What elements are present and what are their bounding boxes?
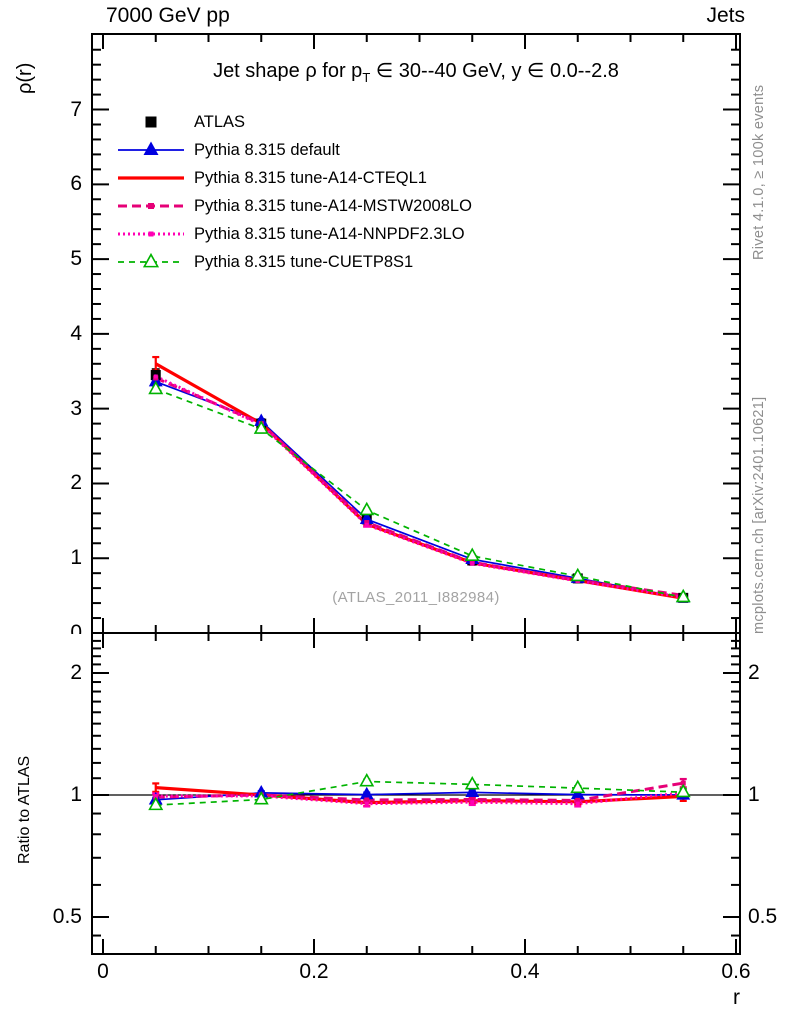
series-pythia-default-main-line (155, 380, 684, 599)
legend-marker-tune-a14-mstw2008lo-icon (118, 203, 184, 209)
ratio-tick-label-right: 1 (748, 783, 760, 806)
main-panel-lines (155, 362, 684, 600)
legend-marker-pythia-default-icon (118, 141, 184, 156)
axis-ticks (92, 34, 740, 954)
y-axis-tick-label-main: 6 (70, 172, 82, 196)
y-axis-tick-label-main: 5 (70, 247, 82, 271)
legend-marker-tune-cuetp8s1-icon (118, 252, 184, 268)
legend-item-atlas: ATLAS (116, 108, 472, 136)
plot-title-subscript: T (362, 70, 371, 85)
series-tune-cuetp8s1-main-line (155, 388, 684, 599)
y-axis-tick-label-main: 7 (70, 97, 82, 121)
x-axis-tick-label: 0 (97, 960, 109, 983)
legend-item-tune-a14-mstw2008lo: Pythia 8.315 tune-A14-MSTW2008LO (116, 192, 472, 220)
rivet-version-note: Rivet 4.1.0, ≥ 100k events (751, 84, 767, 260)
main-panel-markers (148, 370, 691, 603)
process-label: Jets (706, 4, 745, 27)
x-axis-tick-label: 0.2 (299, 960, 329, 983)
ratio-tick-label-left: 2 (70, 661, 82, 684)
ratio-tick-label-left: 1 (70, 783, 82, 806)
legend-label: Pythia 8.315 tune-A14-CTEQL1 (194, 168, 427, 187)
series-tune-a14-mstw2008lo-ratio-line (155, 781, 684, 802)
series-tune-a14-cteql1-main-line (155, 362, 684, 600)
x-axis-tick-label: 0.6 (721, 960, 751, 983)
ratio-tick-label-left: 0.5 (52, 905, 82, 928)
legend-item-tune-a14-cteql1: Pythia 8.315 tune-A14-CTEQL1 (116, 164, 472, 192)
legend-label: Pythia 8.315 tune-A14-MSTW2008LO (194, 196, 472, 215)
series-tune-cuetp8s1-ratio-line (155, 780, 684, 806)
y-axis-tick-label-main: 2 (70, 471, 82, 495)
legend-marker-tune-a14-nnpdf23lo-icon (118, 231, 184, 237)
legend-item-tune-cuetp8s1: Pythia 8.315 tune-CUETP8S1 (116, 248, 472, 276)
y-axis-tick-label-main: 4 (70, 321, 82, 345)
analysis-id-watermark: (ATLAS_2011_I882984) (332, 589, 500, 606)
ratio-tick-label-right: 0.5 (748, 905, 778, 928)
plot-title-text-2: ∈ 30--40 GeV, y ∈ 0.0--2.8 (370, 60, 619, 82)
legend: ATLAS Pythia 8.315 default Pythia 8.315 tu… (116, 108, 472, 276)
y-axis-title-ratio: Ratio to ATLAS (16, 755, 33, 864)
main-panel-errorbars (151, 355, 688, 601)
y-axis-tick-label-main: 3 (70, 396, 82, 420)
series-tune-a14-nnpdf23lo-main-line (155, 375, 684, 599)
y-axis-tick-label-main: 1 (70, 546, 82, 570)
x-axis-tick-label: 0.4 (510, 960, 540, 983)
legend-item-tune-a14-nnpdf23lo: Pythia 8.315 tune-A14-NNPDF2.3LO (116, 220, 472, 248)
legend-marker-atlas-icon (145, 116, 157, 128)
x-axis-title: r (733, 986, 740, 1009)
legend-marker-tune-a14-cteql1-icon (118, 176, 184, 180)
ratio-panel-markers (148, 772, 691, 811)
plot-title-text: Jet shape ρ for p (213, 60, 363, 82)
plot-title: Jet shape ρ for pT ∈ 30--40 GeV, y ∈ 0.0… (92, 58, 740, 85)
legend-label: ATLAS (194, 112, 246, 131)
series-tune-a14-mstw2008lo-main-line (155, 376, 684, 597)
beam-energy-label: 7000 GeV pp (106, 4, 230, 27)
ratio-tick-label-right: 2 (748, 661, 760, 684)
legend-item-pythia-default: Pythia 8.315 default (116, 136, 472, 164)
y-axis-title-main: ρ(r) (14, 62, 36, 94)
mcplots-arxiv-note: mcplots.cern.ch [arXiv:2401.10621] (751, 396, 767, 635)
legend-label: Pythia 8.315 tune-CUETP8S1 (194, 252, 414, 271)
legend-label: Pythia 8.315 default (194, 140, 340, 159)
y-axis-tick-label-main: 0 (70, 621, 82, 634)
legend-label: Pythia 8.315 tune-A14-NNPDF2.3LO (194, 224, 465, 243)
ratio-panel-lines (155, 780, 684, 806)
